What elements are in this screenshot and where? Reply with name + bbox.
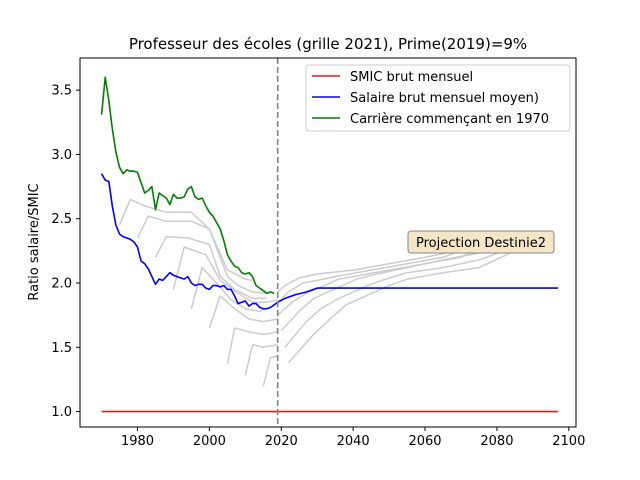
y-tick-label: 1.5 [51,341,72,356]
x-tick-label: 2060 [408,434,441,449]
annotation-box [407,230,555,254]
x-tick-label: 2080 [480,434,513,449]
legend-box [305,64,571,132]
x-tick-label: 1980 [121,434,154,449]
cohort-line-16 [284,250,505,348]
annotation-text: Projection Destinie2 [416,236,546,251]
x-tick-label: 2020 [265,434,298,449]
cohort-line-3 [118,198,253,282]
cohort-line-11 [262,355,278,387]
chart-title: Professeur des écoles (grille 2021), Pri… [129,35,527,53]
cohort-line-4 [136,215,267,295]
cohort-line-5 [154,235,267,300]
y-tick-label: 2.0 [51,277,72,292]
series-line-2 [100,76,275,295]
y-tick-label: 1.0 [51,405,72,420]
legend-label-smic: SMIC brut mensuel [350,70,473,85]
legend: SMIC brut mensuel Salaire brut mensuel m… [305,64,571,132]
legend-label-carriere: Carrière commençant en 1970 [350,112,549,127]
y-tick-label: 3.5 [51,84,72,99]
cohort-line-8 [208,295,278,329]
x-tick-label: 2100 [552,434,585,449]
y-axis-label: Ratio salaire/SMIC [27,183,42,300]
cohort-line-10 [244,343,278,376]
cohort-line-17 [287,250,516,364]
y-tick-label: 3.0 [51,148,72,163]
cohort-line-9 [226,327,278,365]
cohort-line-12 [277,250,458,293]
cohort-line-13 [277,247,469,303]
cohort-line-7 [190,266,275,313]
cohort-line-6 [172,246,278,304]
cohort-line-15 [280,250,490,332]
y-tick-label: 2.5 [51,212,72,227]
x-tick-label: 2000 [193,434,226,449]
plot-area-frame [79,57,577,428]
projection-annotation: Projection Destinie2 [407,230,555,254]
x-tick-label: 2040 [337,434,370,449]
series-line-1 [100,173,558,310]
legend-label-salaire: Salaire brut mensuel moyen) [350,91,539,106]
